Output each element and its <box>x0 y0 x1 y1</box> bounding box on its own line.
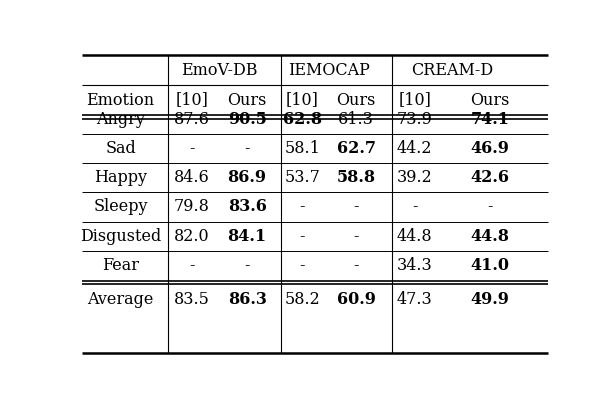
Text: EmoV-DB: EmoV-DB <box>181 62 258 79</box>
Text: -: - <box>300 228 305 245</box>
Text: 44.8: 44.8 <box>397 228 432 245</box>
Text: 86.3: 86.3 <box>228 290 266 308</box>
Text: Fear: Fear <box>102 257 139 274</box>
Text: -: - <box>300 257 305 274</box>
Text: 74.1: 74.1 <box>470 111 509 128</box>
Text: [10]: [10] <box>286 92 319 109</box>
Text: 83.6: 83.6 <box>228 198 266 215</box>
Text: -: - <box>353 198 359 215</box>
Text: 83.5: 83.5 <box>174 290 210 308</box>
Text: IEMOCAP: IEMOCAP <box>288 62 370 79</box>
Text: Ours: Ours <box>336 92 376 109</box>
Text: Disgusted: Disgusted <box>80 228 161 245</box>
Text: 44.2: 44.2 <box>397 140 432 157</box>
Text: 82.0: 82.0 <box>174 228 210 245</box>
Text: -: - <box>353 228 359 245</box>
Text: -: - <box>412 198 418 215</box>
Text: Sad: Sad <box>105 140 136 157</box>
Text: -: - <box>244 140 250 157</box>
Text: 87.6: 87.6 <box>174 111 210 128</box>
Text: Happy: Happy <box>94 169 147 186</box>
Text: -: - <box>353 257 359 274</box>
Text: [10]: [10] <box>398 92 431 109</box>
Text: -: - <box>244 257 250 274</box>
Text: 62.8: 62.8 <box>282 111 322 128</box>
Text: -: - <box>487 198 492 215</box>
Text: 58.2: 58.2 <box>284 290 320 308</box>
Text: 47.3: 47.3 <box>397 290 432 308</box>
Text: 49.9: 49.9 <box>470 290 509 308</box>
Text: 61.3: 61.3 <box>338 111 374 128</box>
Text: Emotion: Emotion <box>87 92 155 109</box>
Text: 62.7: 62.7 <box>336 140 376 157</box>
Text: Angry: Angry <box>96 111 145 128</box>
Text: -: - <box>189 140 195 157</box>
Text: -: - <box>300 198 305 215</box>
Text: 86.9: 86.9 <box>228 169 266 186</box>
Text: Sleepy: Sleepy <box>93 198 148 215</box>
Text: 39.2: 39.2 <box>397 169 432 186</box>
Text: 58.1: 58.1 <box>284 140 321 157</box>
Text: 90.5: 90.5 <box>228 111 266 128</box>
Text: 84.1: 84.1 <box>228 228 266 245</box>
Text: 53.7: 53.7 <box>284 169 321 186</box>
Text: 34.3: 34.3 <box>397 257 432 274</box>
Text: 44.8: 44.8 <box>470 228 509 245</box>
Text: Ours: Ours <box>470 92 510 109</box>
Text: 60.9: 60.9 <box>336 290 376 308</box>
Text: 84.6: 84.6 <box>174 169 210 186</box>
Text: 41.0: 41.0 <box>470 257 509 274</box>
Text: [10]: [10] <box>176 92 208 109</box>
Text: 79.8: 79.8 <box>174 198 210 215</box>
Text: 73.9: 73.9 <box>397 111 432 128</box>
Text: 42.6: 42.6 <box>470 169 509 186</box>
Text: 58.8: 58.8 <box>336 169 376 186</box>
Text: Average: Average <box>87 290 154 308</box>
Text: -: - <box>189 257 195 274</box>
Text: CREAM-D: CREAM-D <box>411 62 493 79</box>
Text: 46.9: 46.9 <box>470 140 509 157</box>
Text: Ours: Ours <box>227 92 267 109</box>
